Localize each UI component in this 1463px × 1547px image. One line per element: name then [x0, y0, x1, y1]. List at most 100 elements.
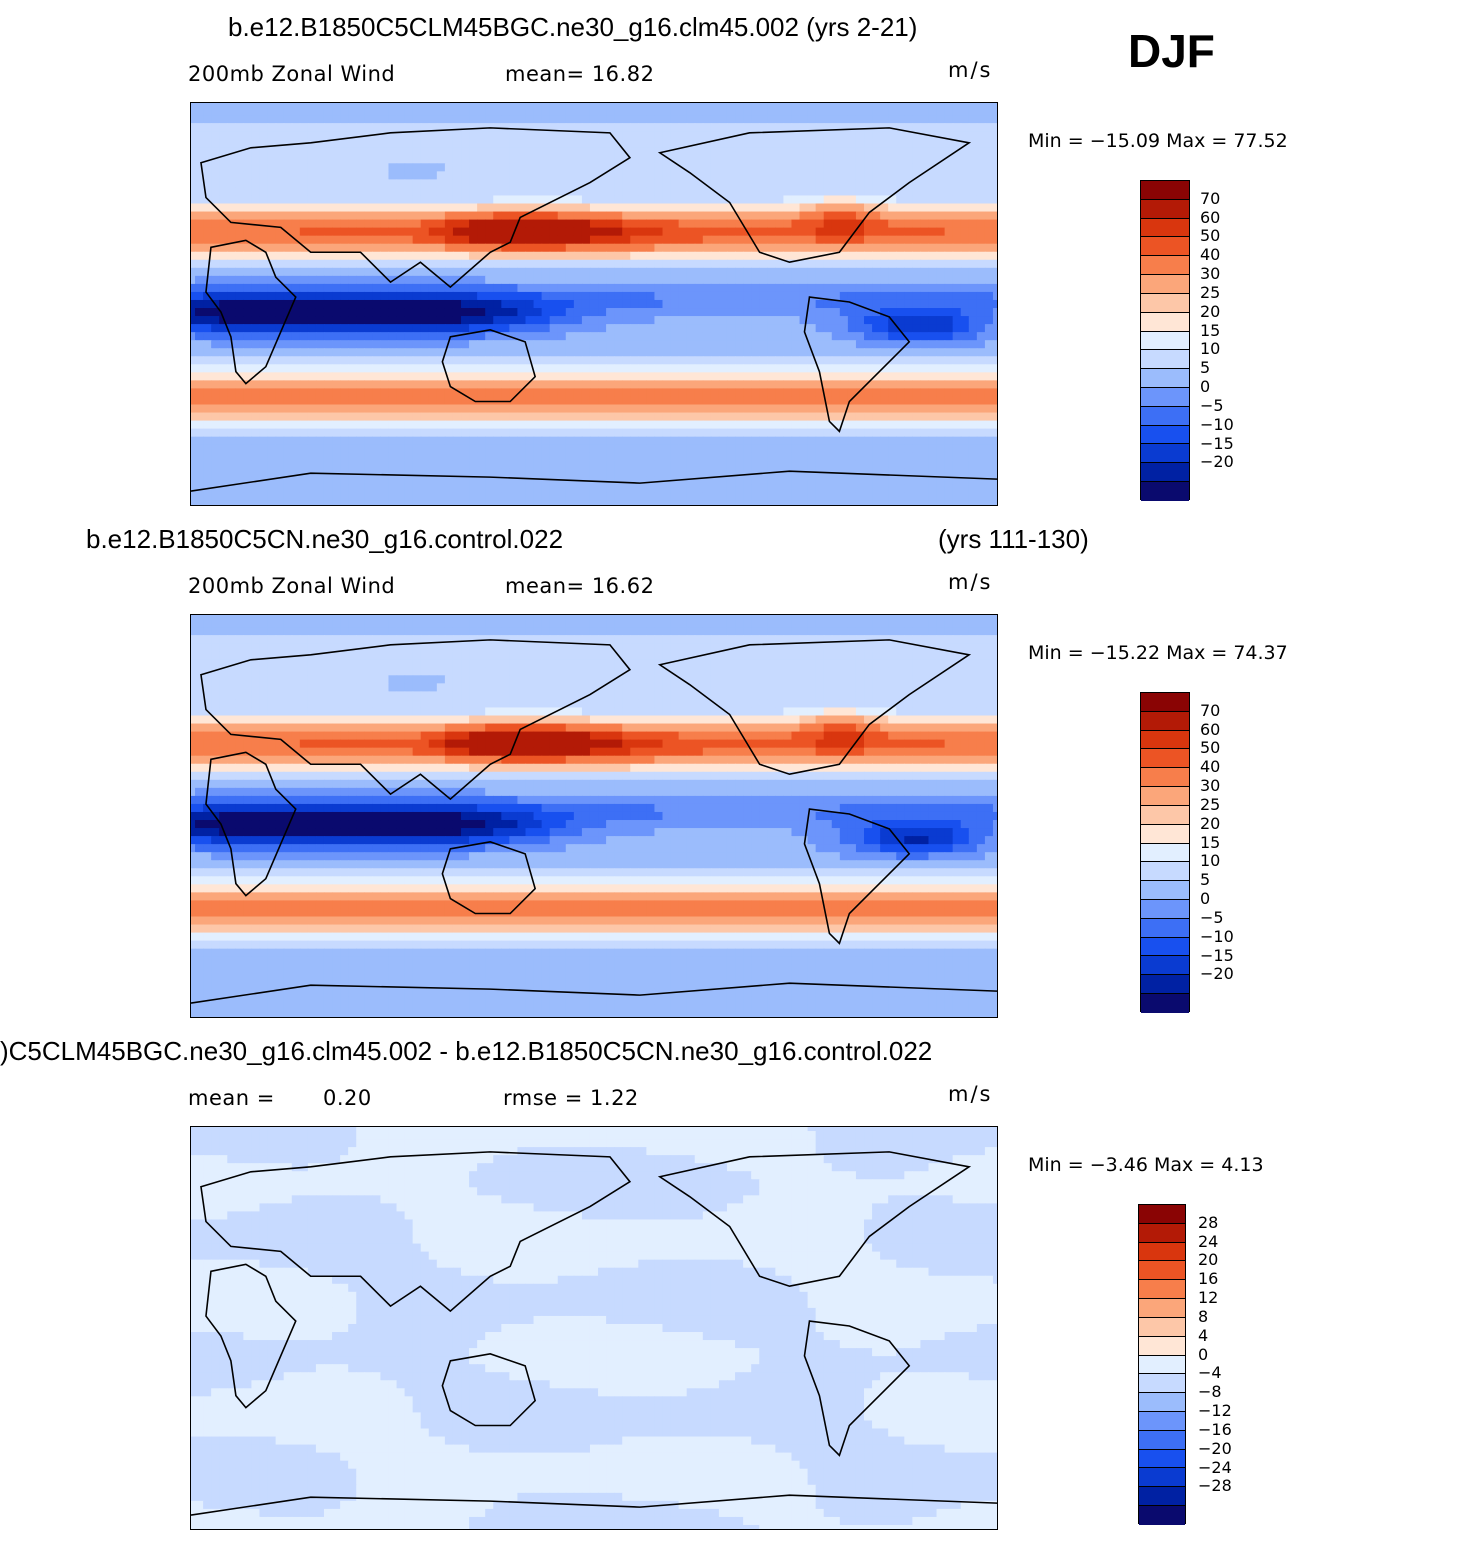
contour-cell — [912, 468, 922, 478]
contour-cell — [606, 283, 615, 293]
contour-cell — [477, 428, 486, 438]
contour-cell — [348, 340, 357, 349]
contour-cell — [976, 332, 986, 341]
contour-cell — [195, 283, 204, 293]
contour-cell — [855, 444, 865, 454]
contour-cell — [847, 484, 857, 494]
contour-cell — [630, 396, 639, 406]
contour-cell — [517, 171, 527, 180]
mean-value: mean= 16.82 — [505, 62, 655, 86]
contour-cell — [251, 131, 261, 140]
contour-cell — [219, 324, 228, 333]
contour-cell — [251, 203, 261, 213]
contour-cell — [799, 444, 809, 454]
contour-cell — [662, 243, 672, 253]
contour-cell — [364, 123, 373, 132]
contour-cell — [702, 364, 712, 373]
contour-cell — [461, 468, 470, 478]
contour-cell — [928, 291, 938, 301]
contour-cell — [364, 468, 373, 478]
contour-cell — [630, 452, 639, 462]
contour-cell — [275, 115, 285, 124]
contour-cell — [332, 404, 341, 414]
contour-cell — [267, 388, 277, 398]
contour-cell — [428, 187, 438, 197]
contour-cell — [751, 187, 760, 197]
contour-cell — [735, 203, 744, 213]
contour-cell — [509, 356, 519, 365]
contour-cell — [541, 179, 551, 189]
contour-cell — [718, 428, 728, 438]
contour-cell — [315, 187, 325, 197]
contour-cell — [791, 131, 801, 140]
contour-cell — [646, 396, 656, 406]
contour-cell — [283, 364, 293, 373]
contour-cell — [452, 452, 462, 462]
contour-cell — [775, 396, 785, 406]
contour-cell — [678, 316, 688, 325]
contour-cell — [541, 243, 551, 253]
contour-cell — [960, 123, 970, 132]
contour-cell — [533, 476, 543, 486]
contour-cell — [477, 219, 486, 229]
contour-cell — [501, 444, 510, 454]
contour-cell — [589, 452, 599, 462]
contour-cell — [888, 123, 897, 132]
contour-cell — [807, 227, 817, 237]
contour-cell — [622, 468, 631, 478]
contour-cell — [581, 460, 591, 470]
contour-cell — [920, 163, 930, 172]
contour-cell — [847, 139, 857, 148]
contour-cell — [332, 316, 341, 325]
contour-cell — [191, 283, 196, 293]
contour-cell — [638, 340, 647, 349]
contour-cell — [420, 372, 430, 381]
contour-cell — [525, 103, 535, 108]
contour-cell — [235, 267, 244, 277]
contour-cell — [469, 243, 478, 253]
contour-cell — [469, 420, 478, 430]
contour-cell — [726, 396, 736, 406]
contour-cell — [533, 107, 543, 116]
contour-cell — [743, 356, 752, 365]
contour-cell — [291, 283, 301, 293]
contour-cell — [485, 283, 494, 293]
contour-cell — [888, 372, 897, 381]
contour-cell — [581, 468, 591, 478]
contour-cell — [493, 428, 502, 438]
contour-cell — [191, 203, 196, 213]
contour-cell — [864, 444, 873, 454]
contour-cell — [976, 468, 986, 478]
contour-cell — [855, 299, 865, 309]
contour-cell — [694, 340, 704, 349]
contour-cell — [759, 251, 768, 261]
contour-cell — [356, 171, 365, 180]
contour-cell — [541, 412, 551, 422]
contour-cell — [275, 412, 285, 422]
contour-cell — [444, 227, 454, 237]
contour-cell — [340, 332, 349, 341]
contour-cell — [718, 107, 728, 116]
contour-cell — [195, 187, 204, 197]
contour-cell — [275, 107, 285, 116]
contour-cell — [614, 195, 623, 205]
contour-cell — [823, 103, 833, 108]
contour-cell — [332, 103, 341, 108]
contour-cell — [501, 171, 510, 180]
contour-cell — [235, 452, 244, 462]
contour-cell — [646, 259, 656, 269]
contour-cell — [299, 227, 309, 237]
contour-cell — [726, 163, 736, 172]
contour-cell — [815, 123, 825, 132]
contour-cell — [243, 348, 253, 357]
contour-cell — [428, 340, 438, 349]
contour-cell — [928, 324, 938, 333]
contour-cell — [227, 211, 236, 221]
contour-cell — [815, 308, 825, 317]
contour-cell — [823, 147, 833, 156]
contour-cell — [976, 308, 986, 317]
contour-cell — [227, 468, 236, 478]
contour-cell — [799, 259, 809, 269]
contour-cell — [718, 356, 728, 365]
contour-cell — [412, 179, 422, 189]
